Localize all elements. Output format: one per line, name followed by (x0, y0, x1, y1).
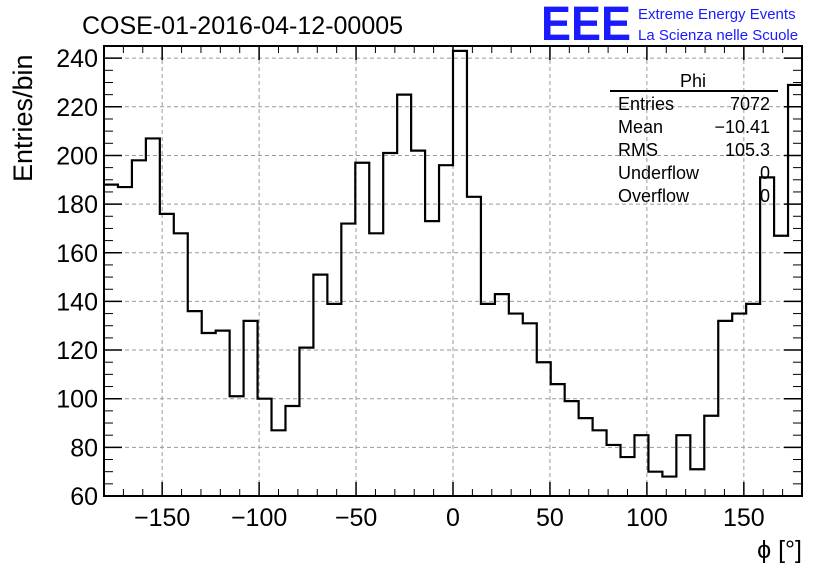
stats-value-mean: −10.41 (714, 117, 770, 137)
stats-label-overflow: Overflow (618, 186, 690, 206)
y-tick-label: 220 (56, 94, 98, 122)
grid-lines (104, 46, 802, 497)
y-tick-label: 120 (56, 337, 98, 365)
stats-value-entries: 7072 (730, 94, 770, 114)
stats-value-overflow: 0 (760, 186, 770, 206)
brand-line-1: Extreme Energy Events (638, 6, 796, 23)
y-tick-label: 200 (56, 142, 98, 170)
x-tick-label: −150 (134, 504, 190, 532)
histogram-step-path (104, 49, 802, 478)
stats-box: Phi Entries 7072 Mean −10.41 RMS 105.3 U… (610, 71, 778, 206)
y-tick-label: 100 (56, 386, 98, 414)
y-tick-label: 160 (56, 240, 98, 268)
stats-label-mean: Mean (618, 117, 663, 137)
y-tick-label: 140 (56, 288, 98, 316)
chart-title: COSE-01-2016-04-12-00005 (82, 12, 403, 40)
x-tick-label: −50 (335, 504, 377, 532)
y-axis-ticks: 60 80 100 120 140 160 180 200 220 240 (56, 45, 802, 511)
eee-logo: EEE (541, 0, 631, 51)
histogram-line (104, 49, 802, 478)
stats-label-rms: RMS (618, 140, 658, 160)
stats-label-entries: Entries (618, 94, 674, 114)
x-tick-label: −100 (231, 504, 287, 532)
brand-line-2: La Scienza nelle Scuole (638, 27, 798, 44)
x-tick-label: 100 (626, 504, 668, 532)
x-tick-label: 50 (536, 504, 564, 532)
y-tick-label: 240 (56, 45, 98, 73)
x-axis-label: ϕ [°] (757, 536, 802, 564)
y-tick-label: 60 (70, 483, 98, 511)
stats-value-underflow: 0 (760, 163, 770, 183)
stats-title: Phi (680, 71, 706, 91)
y-tick-label: 80 (70, 434, 98, 462)
x-axis-ticks: −150 −100 −50 0 50 100 150 (103, 46, 803, 532)
y-tick-label: 180 (56, 191, 98, 219)
y-axis-label: Entries/bin (8, 54, 38, 182)
x-tick-label: 0 (446, 504, 460, 532)
stats-label-underflow: Underflow (618, 163, 700, 183)
stats-value-rms: 105.3 (725, 140, 770, 160)
x-tick-label: 150 (723, 504, 765, 532)
